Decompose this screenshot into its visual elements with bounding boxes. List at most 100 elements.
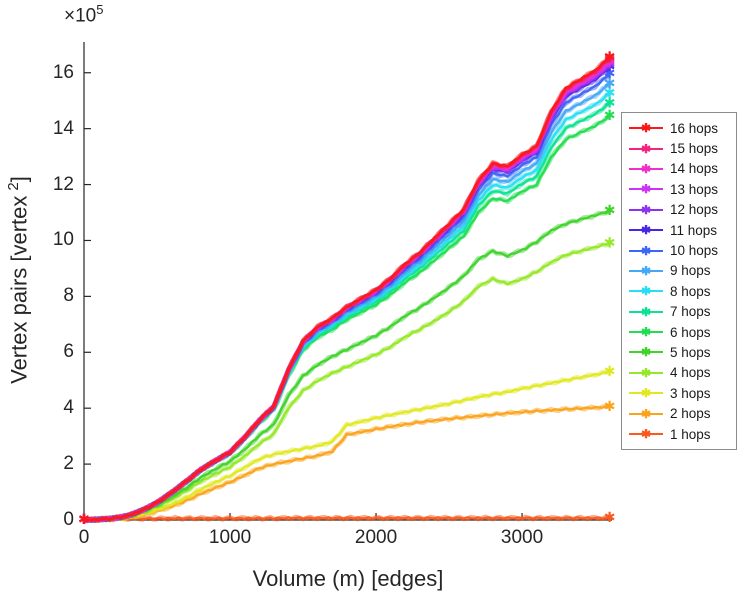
series-end-marker: ✱ bbox=[604, 235, 616, 251]
y-axis-exponent: ×105 bbox=[64, 2, 104, 27]
legend-label: 6 hops bbox=[670, 324, 711, 340]
legend-box[interactable]: ✱ 16 hops ✱ 15 hops ✱ 14 hops ✱ 13 hops ✱ 12 hops… bbox=[621, 112, 737, 451]
legend-label: 11 hops bbox=[670, 222, 718, 238]
legend-marker-icon: ✱ bbox=[629, 161, 663, 177]
series-end-marker: ✱ bbox=[604, 399, 616, 415]
y-tick-label: 8 bbox=[63, 285, 74, 307]
legend-marker-icon: ✱ bbox=[629, 202, 663, 218]
x-tick-label: 2000 bbox=[354, 527, 398, 548]
legend-item-8-hops: ✱ 8 hops bbox=[629, 281, 730, 301]
legend-marker-icon: ✱ bbox=[629, 406, 663, 422]
series-1-hops: ✱ ✱ bbox=[78, 510, 615, 528]
legend-item-1-hops: ✱ 1 hops bbox=[629, 424, 730, 444]
series-line bbox=[83, 516, 610, 522]
legend-item-4-hops: ✱ 4 hops bbox=[629, 363, 730, 383]
legend-label: 4 hops bbox=[670, 365, 711, 381]
series-line bbox=[83, 73, 611, 522]
series-line bbox=[83, 370, 610, 522]
axis-spines bbox=[83, 42, 612, 521]
series-15-hops: ✱✱ bbox=[78, 51, 615, 528]
legend-marker-icon: ✱ bbox=[629, 344, 663, 360]
legend-item-2-hops: ✱ 2 hops bbox=[629, 403, 730, 423]
series-line-halo bbox=[83, 73, 612, 523]
legend-label: 16 hops bbox=[670, 120, 719, 136]
series-line bbox=[83, 66, 611, 522]
series-line bbox=[83, 61, 611, 522]
series-line bbox=[83, 57, 611, 522]
y-tick-label: 0 bbox=[63, 509, 74, 530]
x-tick-label: 0 bbox=[78, 527, 90, 548]
legend-marker-icon: ✱ bbox=[629, 243, 663, 259]
y-tick-label: 4 bbox=[63, 397, 74, 419]
legend-marker-icon: ✱ bbox=[629, 365, 663, 381]
y-tick-label: 6 bbox=[63, 341, 74, 363]
series-line-halo bbox=[82, 56, 612, 523]
legend-item-16-hops: ✱ 16 hops bbox=[629, 118, 730, 138]
series-line bbox=[83, 405, 611, 522]
x-tick-label: 3000 bbox=[500, 527, 544, 548]
legend-marker-icon: ✱ bbox=[629, 324, 663, 340]
legend-item-5-hops: ✱ 5 hops bbox=[629, 342, 730, 362]
series-12-hops: ✱✱ bbox=[78, 57, 615, 528]
legend-label: 10 hops bbox=[670, 243, 719, 259]
series-end-marker: ✱ bbox=[604, 76, 616, 92]
legend-label: 3 hops bbox=[670, 385, 711, 401]
legend-label: 15 hops bbox=[670, 141, 719, 157]
legend-label: 7 hops bbox=[670, 304, 711, 320]
legend-item-15-hops: ✱ 15 hops bbox=[629, 138, 730, 158]
series-line-halo bbox=[83, 65, 612, 523]
legend-label: 12 hops bbox=[670, 202, 719, 218]
legend-label: 5 hops bbox=[670, 344, 711, 360]
series-4-hops: ✱✱ bbox=[78, 235, 615, 528]
legend-marker-icon: ✱ bbox=[629, 120, 663, 136]
series-end-marker: ✱ bbox=[604, 95, 616, 111]
legend-label: 8 hops bbox=[670, 283, 711, 299]
legend-item-10-hops: ✱ 10 hops bbox=[629, 240, 730, 260]
legend-item-6-hops: ✱ 6 hops bbox=[629, 322, 730, 342]
series-line-halo bbox=[83, 60, 612, 524]
legend-item-9-hops: ✱ 9 hops bbox=[629, 261, 730, 281]
y-tick-label: 16 bbox=[52, 61, 74, 83]
legend-label: 9 hops bbox=[670, 263, 711, 279]
y-tick-label: 14 bbox=[52, 117, 74, 139]
series-11-hops: ✱✱ bbox=[78, 59, 615, 528]
series-13-hops: ✱✱ bbox=[78, 55, 615, 528]
series-line bbox=[83, 242, 611, 522]
series-line bbox=[83, 60, 611, 522]
series-line-halo bbox=[83, 57, 611, 524]
series-line-halo bbox=[83, 241, 611, 523]
series-10-hops: ✱✱ bbox=[78, 66, 615, 528]
series-line bbox=[83, 63, 611, 522]
legend-item-13-hops: ✱ 13 hops bbox=[629, 179, 730, 199]
series-end-marker: ✱ bbox=[604, 364, 616, 380]
series-16-hops: ✱✱ bbox=[78, 49, 615, 528]
legend-label: 1 hops bbox=[670, 426, 711, 442]
legend-marker-icon: ✱ bbox=[629, 385, 663, 401]
series-end-marker: ✱ bbox=[604, 86, 616, 102]
legend-item-7-hops: ✱ 7 hops bbox=[629, 302, 730, 322]
series-end-marker: ✱ bbox=[604, 108, 616, 124]
legend-item-3-hops: ✱ 3 hops bbox=[629, 383, 730, 403]
legend-marker-icon: ✱ bbox=[629, 141, 663, 157]
legend-label: 13 hops bbox=[670, 181, 719, 197]
y-axis-label: Vertex pairs [vertex2] bbox=[5, 176, 32, 384]
legend-label: 2 hops bbox=[670, 406, 711, 422]
series-9-hops: ✱✱ bbox=[78, 76, 615, 528]
series-end-marker: ✱ bbox=[604, 49, 616, 65]
legend-item-12-hops: ✱ 12 hops bbox=[629, 200, 730, 220]
legend-marker-icon: ✱ bbox=[629, 426, 663, 442]
series-line bbox=[83, 209, 611, 522]
series-end-marker: ✱ bbox=[604, 66, 616, 82]
series-line bbox=[83, 58, 611, 522]
legend-item-14-hops: ✱ 14 hops bbox=[629, 159, 730, 179]
series-start-marker: ✱ bbox=[78, 512, 90, 528]
legend-marker-icon: ✱ bbox=[629, 181, 663, 197]
legend-marker-icon: ✱ bbox=[629, 222, 663, 238]
legend-marker-icon: ✱ bbox=[629, 283, 663, 299]
legend-marker-icon: ✱ bbox=[629, 263, 663, 279]
series-14-hops: ✱✱ bbox=[78, 53, 615, 528]
series-end-marker: ✱ bbox=[604, 203, 616, 219]
legend-marker-icon: ✱ bbox=[629, 304, 663, 320]
